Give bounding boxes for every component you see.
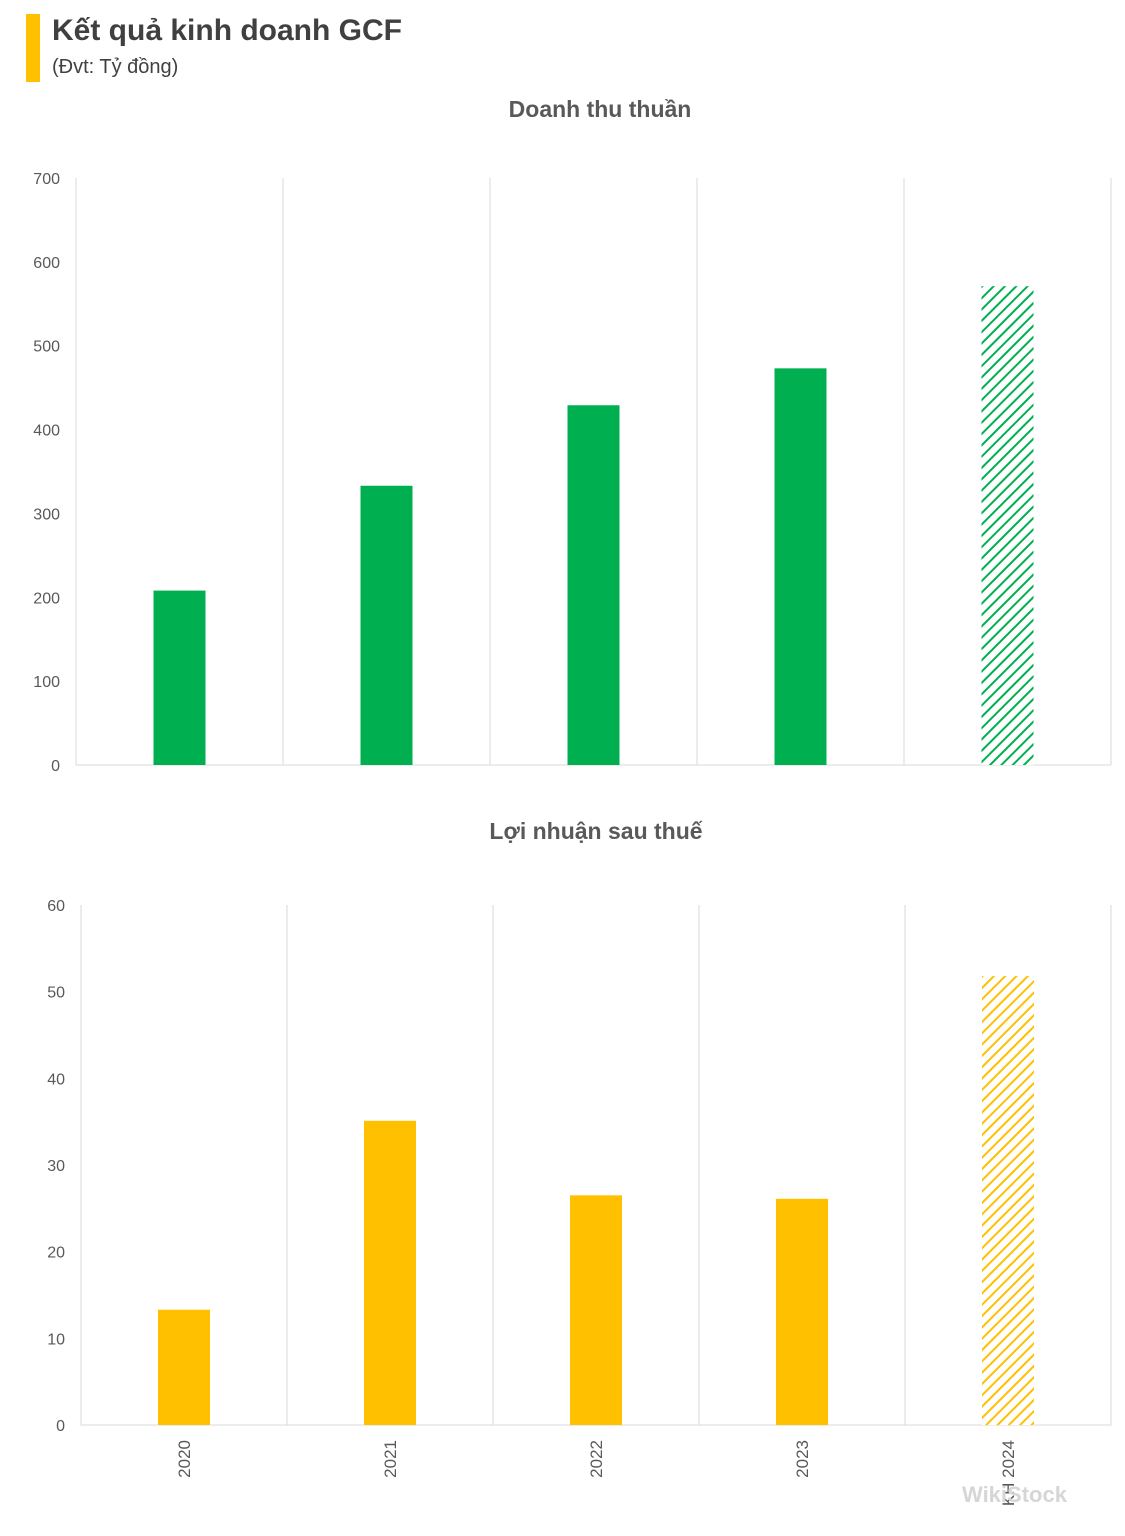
profit-bar-2023: [776, 1198, 828, 1425]
profit-chart: Lợi nhuận sau thuế 0 10 20 30 40 50 60 2020 2021…: [47, 818, 1112, 1506]
watermark-logo: WikiStock: [962, 1482, 1067, 1507]
revenue-y-tick-label: 0: [51, 758, 60, 775]
profit-y-tick-label: 10: [47, 1331, 65, 1348]
profit-x-tick-label: 2021: [381, 1440, 400, 1478]
profit-y-tick-label: 20: [47, 1245, 65, 1262]
profit-y-tick-label: 50: [47, 985, 65, 1002]
profit-bar-2020: [158, 1309, 210, 1425]
profit-y-tick-label: 60: [47, 898, 65, 915]
profit-bar-kh-2024: [982, 976, 1034, 1425]
revenue-chart-title: Doanh thu thuần: [509, 96, 692, 122]
title-accent-bar: [26, 14, 40, 82]
profit-x-tick-label: 2020: [175, 1440, 194, 1478]
revenue-bar-2023: [774, 368, 827, 765]
profit-x-tick-label: 2022: [587, 1440, 606, 1478]
profit-bar-2021: [364, 1120, 416, 1425]
revenue-y-tick-label: 100: [33, 674, 60, 691]
unit-label: (Đvt: Tỷ đồng): [52, 56, 179, 78]
profit-x-tick-label: KH 2024: [999, 1440, 1018, 1506]
profit-bar-2022: [570, 1195, 622, 1425]
revenue-y-tick-label: 400: [33, 423, 60, 440]
revenue-y-tick-label: 300: [33, 506, 60, 523]
revenue-bar-kh-2024: [981, 286, 1034, 765]
revenue-bar-2021: [360, 485, 413, 765]
revenue-chart: Doanh thu thuần 0 100 200 300 400 500 600 700: [33, 96, 1112, 775]
profit-y-tick-label: 30: [47, 1158, 65, 1175]
profit-y-tick-label: 0: [56, 1418, 65, 1435]
revenue-y-tick-label: 500: [33, 339, 60, 356]
profit-chart-title: Lợi nhuận sau thuế: [489, 818, 702, 844]
page-title: Kết quả kinh doanh GCF: [52, 14, 402, 47]
revenue-bar-2022: [567, 405, 620, 765]
profit-y-tick-label: 40: [47, 1071, 65, 1088]
revenue-y-tick-label: 200: [33, 590, 60, 607]
revenue-bar-2020: [153, 590, 206, 765]
revenue-y-tick-label: 600: [33, 255, 60, 272]
revenue-y-tick-label: 700: [33, 171, 60, 188]
profit-x-tick-label: 2023: [793, 1440, 812, 1478]
